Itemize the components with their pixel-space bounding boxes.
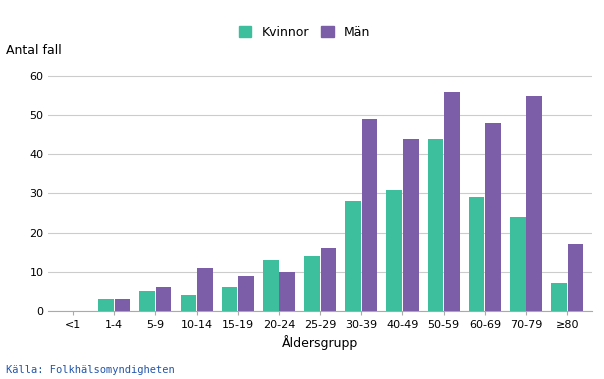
Bar [428, 139, 443, 311]
Bar [551, 283, 567, 311]
X-axis label: Åldersgrupp: Åldersgrupp [282, 335, 358, 350]
Bar [98, 299, 114, 311]
Legend: Kvinnor, Män: Kvinnor, Män [234, 21, 375, 44]
Bar [197, 268, 213, 311]
Bar [403, 139, 419, 311]
Bar [387, 190, 402, 311]
Bar [568, 244, 583, 311]
Bar [469, 197, 484, 311]
Bar [362, 119, 378, 311]
Bar [304, 256, 320, 311]
Bar [279, 272, 295, 311]
Bar [444, 92, 460, 311]
Bar [263, 260, 278, 311]
Bar [345, 201, 361, 311]
Bar [181, 295, 196, 311]
Text: Antal fall: Antal fall [6, 44, 62, 57]
Bar [321, 248, 336, 311]
Bar [485, 123, 501, 311]
Bar [527, 96, 542, 311]
Text: Källa: Folkhälsomyndigheten: Källa: Folkhälsomyndigheten [6, 365, 175, 375]
Bar [115, 299, 130, 311]
Bar [238, 276, 254, 311]
Bar [222, 287, 237, 311]
Bar [510, 217, 525, 311]
Bar [140, 291, 155, 311]
Bar [156, 287, 172, 311]
